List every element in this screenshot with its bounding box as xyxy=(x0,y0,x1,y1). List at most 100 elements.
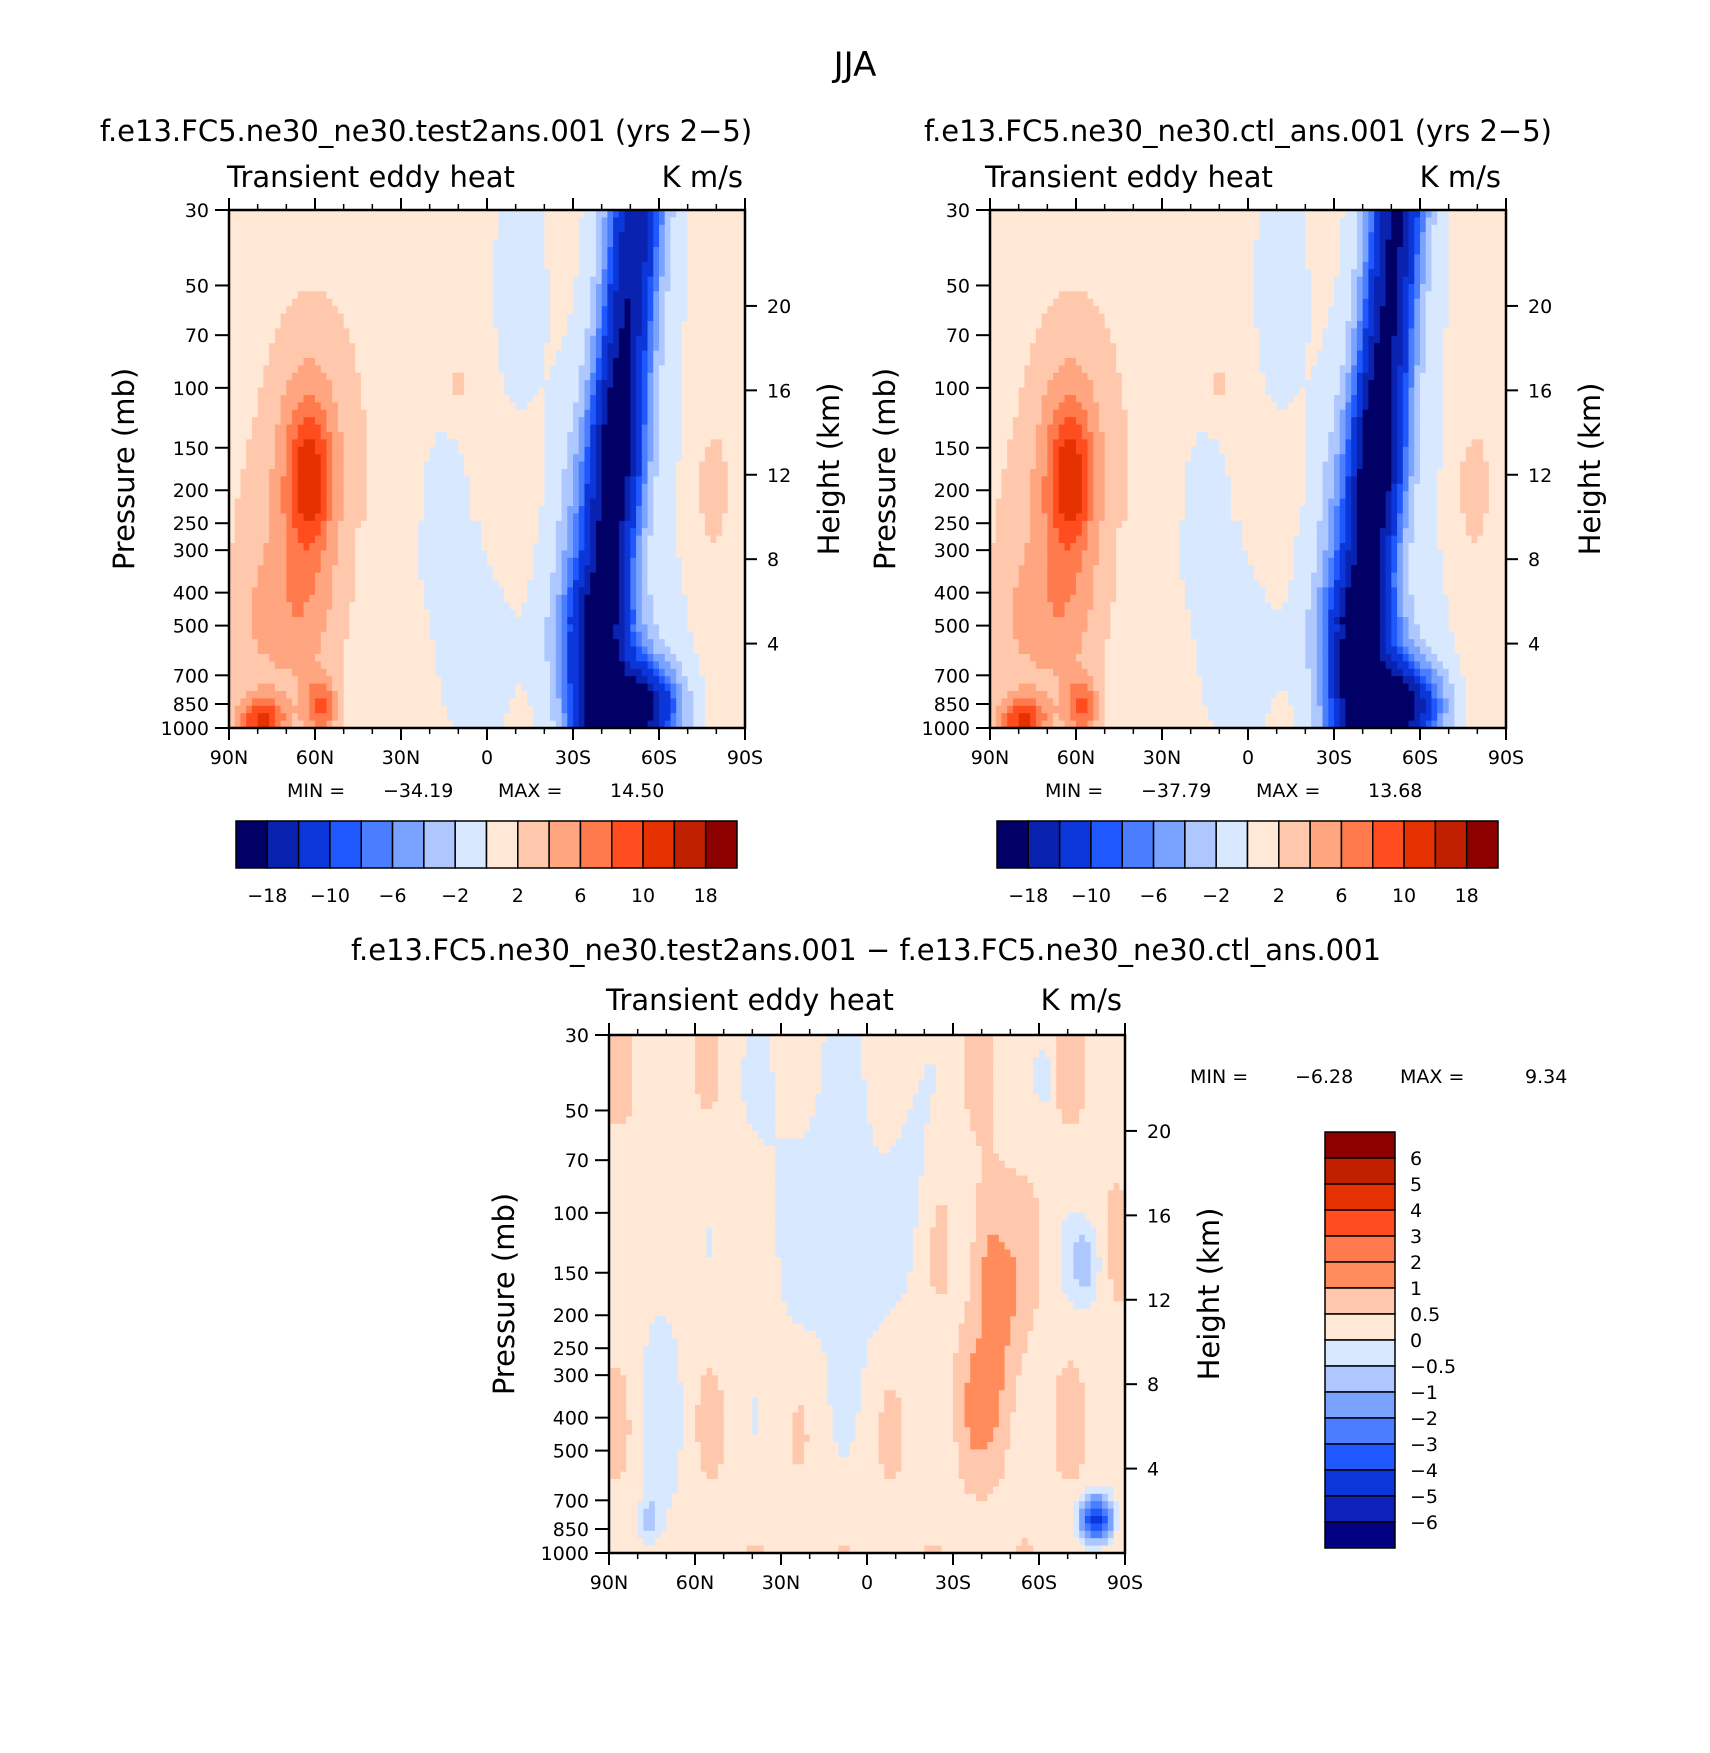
panel-test-cell xyxy=(292,239,299,248)
panel-test-cell xyxy=(469,513,477,522)
panel-test-cell xyxy=(578,513,586,522)
panel-test-cell xyxy=(429,232,436,241)
panel-test-cell xyxy=(527,557,534,566)
panel-test-cell xyxy=(234,313,242,322)
panel-test-cell xyxy=(607,254,614,263)
panel-test-cell xyxy=(492,446,500,455)
panel-test-cell xyxy=(624,476,631,485)
panel-test-cell xyxy=(607,520,614,529)
panel-test-cell xyxy=(573,358,580,366)
panel-test-cell xyxy=(372,417,379,426)
panel-test-cell xyxy=(452,417,459,426)
panel-test-cell xyxy=(469,424,477,433)
panel-test-cell xyxy=(326,594,333,603)
panel-test-cell xyxy=(653,402,660,411)
panel-test-cell xyxy=(693,543,700,551)
panel-test-cell xyxy=(469,609,477,618)
panel-test-cell xyxy=(653,350,660,359)
panel-test-cell xyxy=(469,380,477,389)
panel-test-cell xyxy=(280,239,287,248)
panel-test-cell xyxy=(406,210,414,218)
panel-test-cell xyxy=(647,269,654,278)
panel-test-cell xyxy=(590,550,597,559)
panel-test-cell xyxy=(699,580,706,588)
panel-test-cell xyxy=(234,269,242,278)
panel-test-cell xyxy=(395,454,402,463)
panel-test-cell xyxy=(234,424,242,433)
panel-test-cell xyxy=(521,291,528,300)
panel-test-cell xyxy=(527,483,534,492)
panel-test-cell xyxy=(578,298,586,307)
panel-test-cell xyxy=(315,565,322,574)
panel-test-cell xyxy=(527,254,534,263)
panel-test-cell xyxy=(343,557,350,566)
panel-test-cell xyxy=(641,602,649,611)
panel-test-cell xyxy=(229,439,236,448)
panel-test-cell xyxy=(630,550,637,559)
panel-test-cell xyxy=(498,247,505,255)
panel-test-cell xyxy=(676,528,683,537)
panel-test-cell xyxy=(601,557,608,566)
panel-test-cell xyxy=(509,491,517,500)
panel-test-cell xyxy=(475,454,482,463)
panel-test-cell xyxy=(229,395,236,403)
panel-test-cell xyxy=(240,594,247,603)
panel-test-cell xyxy=(704,491,712,500)
panel-test-cell xyxy=(251,617,259,625)
panel-test-cell xyxy=(670,306,677,315)
panel-test-cell xyxy=(337,432,345,440)
panel-test-cell xyxy=(263,247,270,255)
panel-test-cell xyxy=(263,557,270,566)
panel-test-cell xyxy=(435,461,442,470)
panel-test-cell xyxy=(641,528,649,537)
panel-test-cell xyxy=(240,335,247,344)
panel-test-cell xyxy=(366,528,373,537)
panel-test-cell xyxy=(446,528,454,537)
panel-test-cell xyxy=(704,380,712,389)
panel-test-cell xyxy=(263,269,270,278)
panel-test-cell xyxy=(309,409,316,418)
panel-test-cell xyxy=(613,372,620,381)
panel-test-cell xyxy=(320,550,328,559)
panel-test-cell xyxy=(423,520,431,529)
panel-test-cell xyxy=(464,461,471,470)
panel-test-cell xyxy=(727,439,735,448)
panel-test-cell xyxy=(343,306,350,315)
panel-test-cell xyxy=(727,343,735,352)
panel-test-cell xyxy=(286,372,293,381)
panel-test-cell xyxy=(458,446,465,455)
panel-test-cell xyxy=(687,572,694,581)
panel-test-cell xyxy=(527,276,534,285)
panel-test-cell xyxy=(303,328,310,337)
panel-test-cell xyxy=(383,298,391,307)
panel-test-cell xyxy=(320,321,328,329)
panel-test-cell xyxy=(418,335,425,344)
panel-test-cell xyxy=(509,580,517,588)
panel-test-cell xyxy=(630,439,637,448)
panel-test-cell xyxy=(722,550,729,559)
panel-test-cell xyxy=(538,580,545,588)
panel-test-cell xyxy=(343,432,350,440)
panel-test-cell xyxy=(687,217,694,226)
panel-test-cell xyxy=(269,609,276,618)
panel-test-cell xyxy=(550,254,557,263)
panel-test-cell xyxy=(452,239,459,248)
panel-test-cell xyxy=(315,284,322,292)
panel-test-cell xyxy=(395,380,402,389)
panel-test-cell xyxy=(664,528,672,537)
panel-test-cell xyxy=(337,483,345,492)
panel-test-cell xyxy=(257,483,264,492)
panel-test-cell xyxy=(521,402,528,411)
panel-test-cell xyxy=(464,513,471,522)
panel-test-cell xyxy=(515,550,522,559)
panel-test-cell xyxy=(412,254,419,263)
panel-test-cell xyxy=(315,409,322,418)
panel-test-cell xyxy=(337,572,345,581)
panel-test-cell xyxy=(733,328,740,337)
panel-test-cell xyxy=(378,298,385,307)
panel-test-cell xyxy=(664,602,672,611)
panel-test-cell xyxy=(240,506,247,514)
panel-test-cell xyxy=(292,446,299,455)
panel-test-cell xyxy=(527,535,534,544)
panel-test-cell xyxy=(636,409,643,418)
